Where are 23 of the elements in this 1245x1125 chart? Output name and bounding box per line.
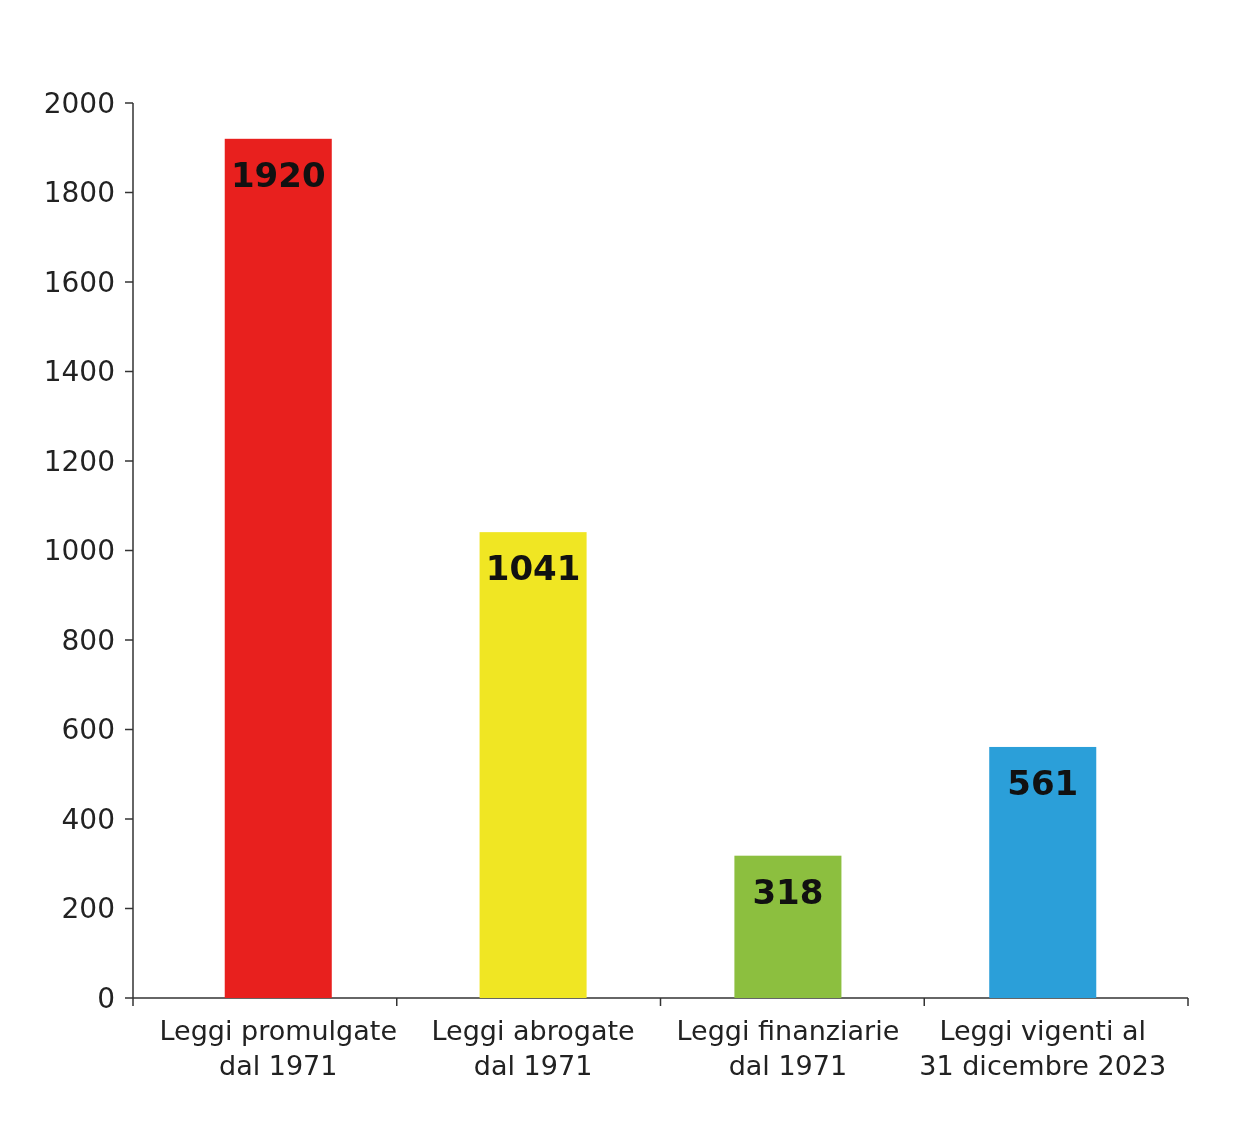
y-tick-label: 1400 <box>43 355 115 389</box>
y-tick-label: 800 <box>61 623 115 657</box>
bar <box>479 532 587 998</box>
y-tick-label: 0 <box>97 981 115 1015</box>
bar <box>989 746 1097 998</box>
x-tick-label: Leggi promulgate dal 1971 <box>159 1015 398 1081</box>
x-tick-label: Leggi vigenti al 31 dicembre 2023 <box>919 1015 1167 1081</box>
data-label: 318 <box>752 871 824 912</box>
y-tick-label: 600 <box>61 713 115 747</box>
y-tick-label: 400 <box>61 802 115 836</box>
bar <box>734 855 842 998</box>
x-tick-label: Leggi finanziarie dal 1971 <box>676 1015 900 1081</box>
x-tick-label: Leggi abrogate dal 1971 <box>431 1015 635 1081</box>
y-tick-label: 1800 <box>43 176 115 210</box>
data-label: 1920 <box>230 154 326 195</box>
y-tick-label: 2000 <box>43 86 115 120</box>
data-label: 1041 <box>485 548 581 589</box>
y-tick-label: 200 <box>61 892 115 926</box>
data-label: 561 <box>1007 762 1079 803</box>
y-tick-label: 1000 <box>43 534 115 568</box>
y-tick-label: 1200 <box>43 444 115 478</box>
bar <box>224 138 332 998</box>
y-tick-label: 1600 <box>43 265 115 299</box>
